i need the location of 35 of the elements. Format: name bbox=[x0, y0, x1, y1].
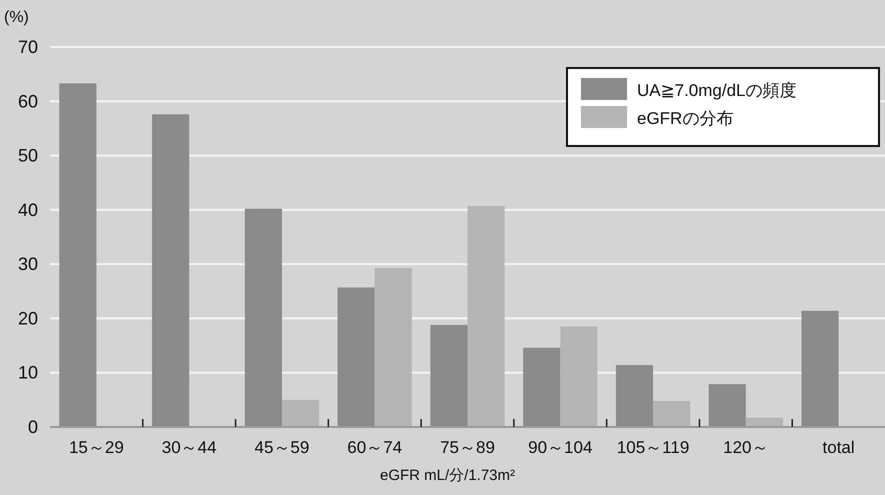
y-tick-label: 40 bbox=[18, 200, 38, 220]
bar bbox=[708, 384, 746, 427]
bar bbox=[653, 400, 690, 427]
legend-label: eGFRの分布 bbox=[637, 109, 734, 128]
bar bbox=[802, 310, 839, 427]
x-tick-label: 75～89 bbox=[440, 438, 495, 457]
bar bbox=[560, 326, 598, 427]
x-tick-label: 30～44 bbox=[162, 438, 217, 457]
y-tick-label: 30 bbox=[18, 254, 38, 274]
x-axis-title: eGFR mL/分/1.73m² bbox=[380, 467, 516, 484]
legend-label: UA≧7.0mg/dLの頻度 bbox=[637, 81, 796, 100]
x-tick-label: 60～74 bbox=[347, 438, 402, 457]
x-tick-label: 90～104 bbox=[528, 438, 592, 457]
y-tick-label: 0 bbox=[28, 417, 38, 437]
bar bbox=[282, 400, 320, 427]
y-axis-title: (%) bbox=[4, 9, 29, 26]
bar bbox=[468, 206, 505, 427]
bar bbox=[523, 348, 560, 427]
y-tick-label: 20 bbox=[18, 308, 38, 328]
bar bbox=[152, 114, 190, 427]
bar bbox=[430, 324, 468, 427]
x-tick-label: 45～59 bbox=[254, 438, 310, 457]
bar bbox=[338, 287, 375, 427]
bar bbox=[374, 268, 412, 427]
y-tick-label: 10 bbox=[18, 362, 38, 383]
bar bbox=[244, 208, 282, 427]
y-tick-label: 60 bbox=[18, 91, 38, 112]
y-tick-label: 70 bbox=[18, 37, 38, 57]
bar bbox=[616, 365, 654, 427]
y-tick-label: 50 bbox=[18, 146, 38, 166]
bar bbox=[59, 83, 96, 427]
x-tick-label: 15～29 bbox=[68, 438, 124, 457]
x-tick-label: total bbox=[822, 438, 855, 457]
x-tick-label: 105～119 bbox=[616, 438, 690, 457]
x-tick-label: 120～ bbox=[723, 438, 769, 457]
